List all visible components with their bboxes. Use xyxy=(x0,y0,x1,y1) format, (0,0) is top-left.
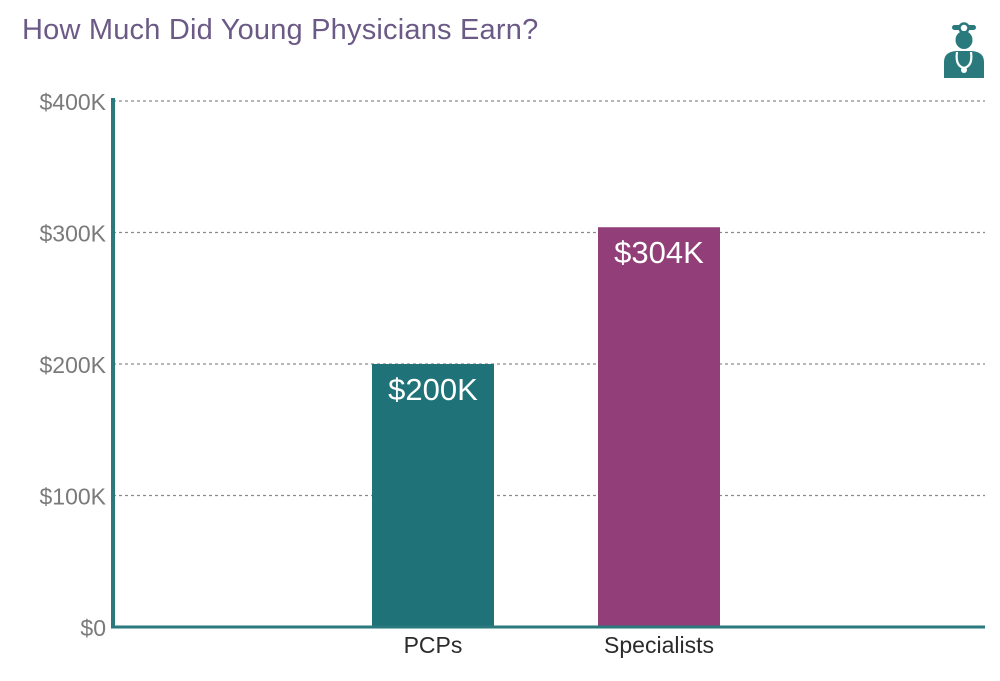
bars xyxy=(372,227,720,628)
bar-value-labels: $200K $304K xyxy=(388,235,704,407)
bar-pcps xyxy=(372,364,494,627)
y-tick-label: $100K xyxy=(39,484,106,510)
bar-value-label: $304K xyxy=(614,235,704,270)
bar-value-label: $200K xyxy=(388,372,478,407)
axes xyxy=(111,98,985,629)
gridlines xyxy=(113,100,985,497)
y-tick-label: $0 xyxy=(80,615,106,641)
y-tick-label: $200K xyxy=(39,352,106,378)
y-tick-label: $400K xyxy=(39,89,106,115)
y-tick-label: $300K xyxy=(39,221,106,247)
category-labels: PCPs Specialists xyxy=(404,632,714,658)
chart-title: How Much Did Young Physicians Earn? xyxy=(22,14,539,46)
category-label: PCPs xyxy=(404,632,463,658)
y-axis-tick-labels: $0 $100K $200K $300K $400K xyxy=(39,89,106,641)
category-label: Specialists xyxy=(604,632,714,658)
bar-specialists xyxy=(598,227,720,628)
doctor-icon xyxy=(944,22,984,78)
